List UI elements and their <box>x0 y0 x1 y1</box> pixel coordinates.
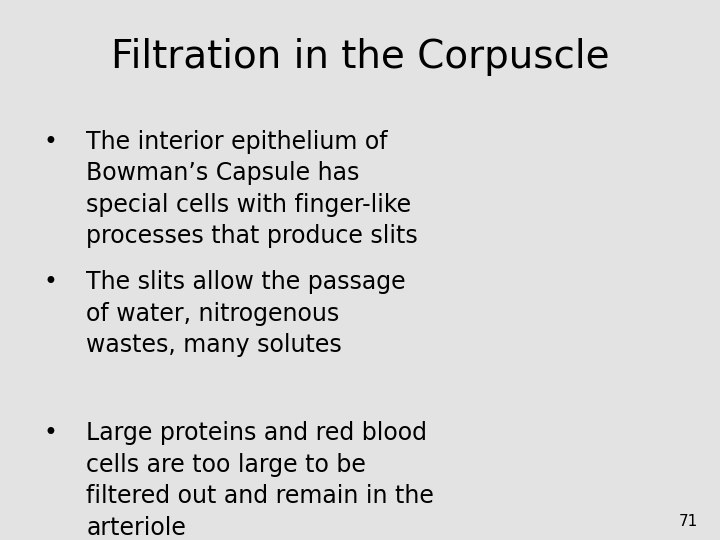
Text: •: • <box>43 421 58 445</box>
Text: Filtration in the Corpuscle: Filtration in the Corpuscle <box>111 38 609 76</box>
Text: •: • <box>43 270 58 294</box>
Text: The slits allow the passage
of water, nitrogenous
wastes, many solutes: The slits allow the passage of water, ni… <box>86 270 406 357</box>
Text: 71: 71 <box>679 514 698 529</box>
Text: The interior epithelium of
Bowman’s Capsule has
special cells with finger-like
p: The interior epithelium of Bowman’s Caps… <box>86 130 418 248</box>
Text: •: • <box>43 130 58 153</box>
Text: Large proteins and red blood
cells are too large to be
filtered out and remain i: Large proteins and red blood cells are t… <box>86 421 434 540</box>
